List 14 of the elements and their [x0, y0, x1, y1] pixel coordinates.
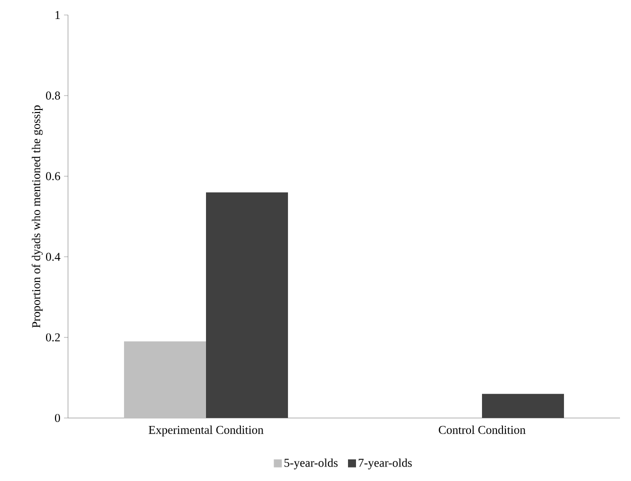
- legend-label: 7-year-olds: [358, 458, 412, 470]
- legend-label: 5-year-olds: [284, 458, 338, 470]
- y-tick-label: 0.6: [46, 172, 60, 180]
- bar: [482, 394, 564, 418]
- x-tick-label: Experimental Condition: [148, 426, 264, 436]
- y-tick-label: 1: [56, 11, 60, 19]
- x-tick-label: Control Condition: [438, 426, 526, 434]
- y-tick-label: 0: [54, 414, 60, 422]
- y-tick-label: 0.8: [46, 92, 60, 100]
- y-tick-label: 0.2: [46, 333, 60, 342]
- bar: [206, 192, 288, 418]
- bar: [124, 341, 206, 418]
- y-tick-label: 0.4: [46, 252, 60, 261]
- y-axis-title: Proportion of dyads who mentioned the gossip: [32, 105, 43, 328]
